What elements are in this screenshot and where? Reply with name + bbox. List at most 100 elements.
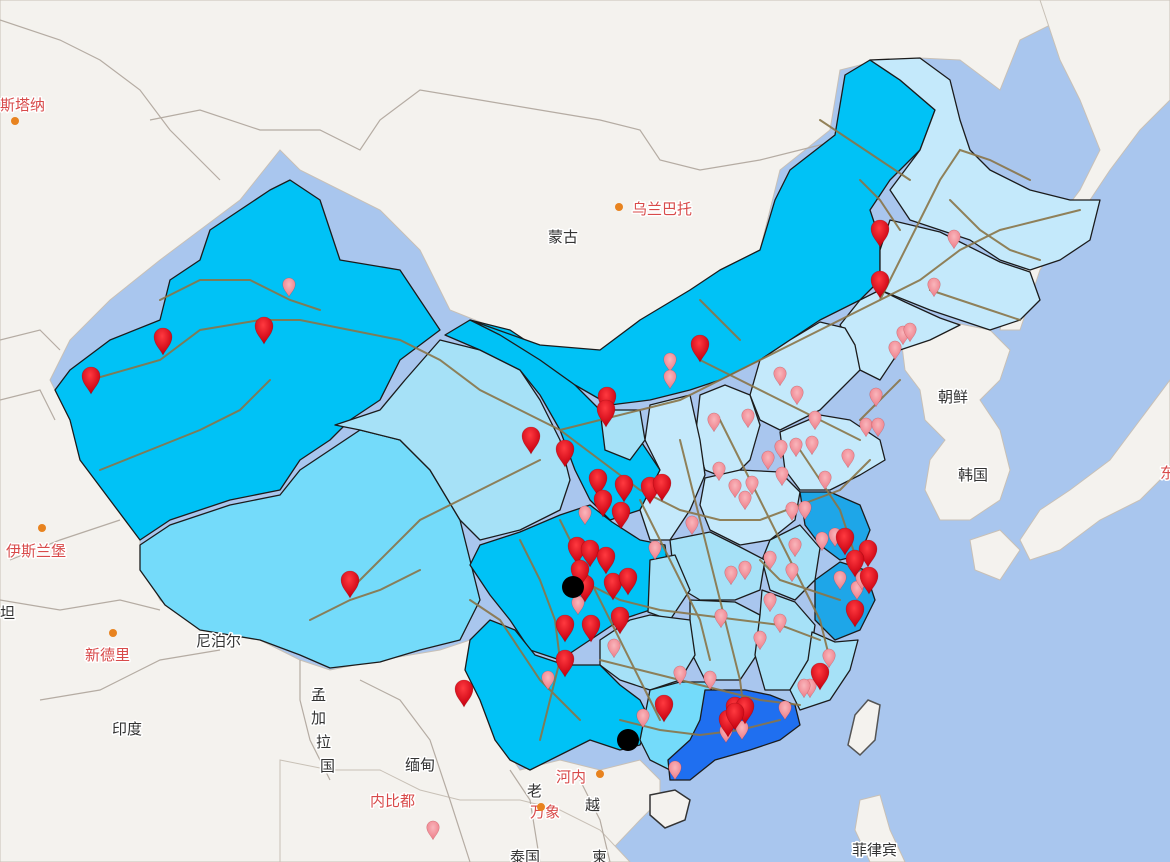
pink-location-marker[interactable] [761, 450, 775, 471]
label-ulaanbaatar: 乌兰巴托 [632, 200, 692, 218]
pink-location-marker[interactable] [785, 562, 799, 583]
black-location-dot[interactable] [617, 729, 639, 751]
red-location-marker[interactable] [652, 473, 672, 502]
pink-location-marker[interactable] [947, 229, 961, 250]
pink-location-marker[interactable] [745, 475, 759, 496]
pink-location-marker[interactable] [808, 410, 822, 431]
pink-location-marker[interactable] [774, 439, 788, 460]
pink-location-marker[interactable] [607, 638, 621, 659]
red-location-marker[interactable] [859, 566, 879, 595]
pink-location-marker[interactable] [541, 670, 555, 691]
red-location-marker[interactable] [254, 316, 274, 345]
pink-location-marker[interactable] [668, 760, 682, 781]
label-astana: 斯塔纳 [0, 96, 45, 114]
pink-location-marker[interactable] [798, 500, 812, 521]
red-location-marker[interactable] [870, 219, 890, 248]
pink-location-marker[interactable] [775, 466, 789, 487]
pink-location-marker[interactable] [841, 448, 855, 469]
pink-location-marker[interactable] [712, 461, 726, 482]
pink-location-marker[interactable] [797, 678, 811, 699]
pink-location-marker[interactable] [773, 613, 787, 634]
pink-location-marker[interactable] [773, 366, 787, 387]
pink-location-marker[interactable] [763, 592, 777, 613]
red-location-marker[interactable] [614, 474, 634, 503]
red-location-marker[interactable] [690, 334, 710, 363]
pink-location-marker[interactable] [282, 277, 296, 298]
red-location-marker[interactable] [555, 614, 575, 643]
pink-location-marker[interactable] [790, 385, 804, 406]
red-location-marker[interactable] [555, 439, 575, 468]
pink-location-marker[interactable] [663, 352, 677, 373]
pink-location-marker[interactable] [648, 540, 662, 561]
pink-location-marker[interactable] [741, 408, 755, 429]
red-location-marker[interactable] [580, 539, 600, 568]
pink-location-marker[interactable] [724, 565, 738, 586]
pink-location-marker[interactable] [753, 630, 767, 651]
red-location-marker[interactable] [454, 679, 474, 708]
pink-location-marker[interactable] [833, 570, 847, 591]
red-location-marker[interactable] [81, 366, 101, 395]
pink-location-marker[interactable] [738, 490, 752, 511]
red-location-marker[interactable] [581, 614, 601, 643]
pink-location-marker[interactable] [805, 435, 819, 456]
red-location-marker[interactable] [725, 702, 745, 731]
pink-location-marker[interactable] [663, 369, 677, 390]
pink-location-marker[interactable] [927, 277, 941, 298]
pink-location-marker[interactable] [818, 470, 832, 491]
pink-location-marker[interactable] [578, 505, 592, 526]
province-tibet [139, 429, 481, 669]
red-location-marker[interactable] [845, 599, 865, 628]
red-location-marker[interactable] [593, 489, 613, 518]
province-henan [699, 469, 801, 546]
red-location-marker[interactable] [153, 327, 173, 356]
land-philippines [854, 794, 906, 862]
red-location-marker[interactable] [340, 570, 360, 599]
pink-location-marker[interactable] [685, 515, 699, 536]
pink-location-marker[interactable] [822, 648, 836, 669]
red-location-marker[interactable] [611, 501, 631, 530]
red-location-marker[interactable] [555, 649, 575, 678]
red-location-marker[interactable] [603, 572, 623, 601]
province-guizhou [599, 614, 696, 691]
pink-location-marker[interactable] [735, 720, 749, 741]
pink-location-marker[interactable] [778, 700, 792, 721]
capital-dot-islamabad [38, 524, 46, 532]
pink-location-marker[interactable] [426, 820, 440, 841]
pink-location-marker[interactable] [871, 417, 885, 438]
capital-dot-hanoi [596, 770, 604, 778]
pink-location-marker[interactable] [815, 531, 829, 552]
pink-location-marker[interactable] [728, 478, 742, 499]
pink-location-marker[interactable] [703, 670, 717, 691]
label-bangladesh-1: 孟 [311, 686, 326, 704]
red-location-marker[interactable] [810, 662, 830, 691]
pink-location-marker[interactable] [673, 665, 687, 686]
red-location-marker[interactable] [835, 527, 855, 556]
red-location-marker[interactable] [845, 549, 865, 578]
red-location-marker[interactable] [596, 399, 616, 428]
black-location-dot[interactable] [562, 576, 584, 598]
pink-location-marker[interactable] [785, 501, 799, 522]
red-location-marker[interactable] [654, 694, 674, 723]
red-location-marker[interactable] [588, 468, 608, 497]
marker-layer [81, 219, 961, 841]
red-location-marker[interactable] [596, 546, 616, 575]
pink-location-marker[interactable] [714, 608, 728, 629]
red-location-marker[interactable] [610, 606, 630, 635]
pink-location-marker[interactable] [738, 560, 752, 581]
red-location-marker[interactable] [618, 567, 638, 596]
pink-location-marker[interactable] [636, 708, 650, 729]
pink-location-marker[interactable] [788, 537, 802, 558]
pink-location-marker[interactable] [903, 322, 917, 343]
red-location-marker[interactable] [870, 270, 890, 299]
capital-dot-vientiane [537, 803, 545, 811]
pink-location-marker[interactable] [888, 340, 902, 361]
pink-location-marker[interactable] [763, 550, 777, 571]
label-south-korea: 韩国 [958, 466, 988, 484]
pink-location-marker[interactable] [789, 437, 803, 458]
pink-location-marker[interactable] [869, 387, 883, 408]
pink-location-marker[interactable] [707, 412, 721, 433]
red-location-marker[interactable] [521, 426, 541, 455]
pink-location-marker[interactable] [859, 417, 873, 438]
